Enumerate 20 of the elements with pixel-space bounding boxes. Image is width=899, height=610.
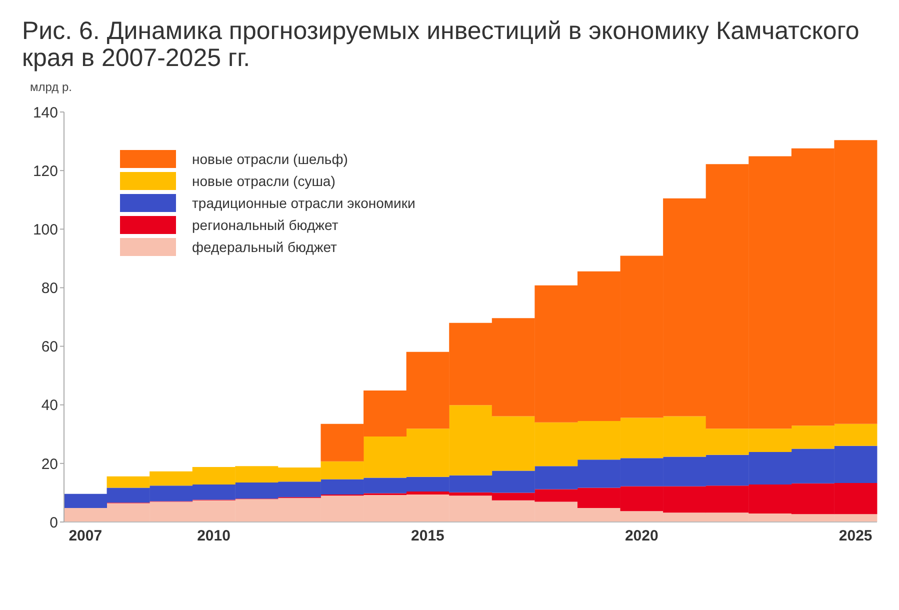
x-tick-label: 2010: [197, 528, 230, 545]
x-tick-label: 2025: [838, 528, 872, 545]
y-axis-title: млрд р.: [30, 80, 72, 94]
y-tick-label: 40: [41, 397, 58, 414]
legend-label: новые отрасли (шельф): [192, 151, 348, 167]
legend-label: новые отрасли (суша): [192, 173, 336, 189]
y-tick-label: 60: [41, 338, 58, 356]
y-tick-label: 0: [50, 514, 58, 532]
legend-label: федеральный бюджет: [192, 239, 337, 255]
legend-label: региональный бюджет: [192, 217, 338, 233]
x-tick-label: 2020: [624, 528, 658, 545]
chart-title: Рис. 6. Динамика прогнозируемых инвестиций в экономику Камчатского края в 2007-2025 гг.: [21, 16, 860, 72]
y-tick-label: 120: [32, 162, 58, 180]
x-tick-label: 2007: [68, 528, 102, 545]
y-tick-label: 20: [41, 456, 58, 473]
x-tick-label: 2015: [411, 528, 444, 545]
legend-label: традиционные отрасли экономики: [192, 195, 416, 211]
y-tick-label: 80: [41, 280, 58, 298]
y-tick-label: 140: [32, 104, 58, 122]
y-tick-label: 100: [32, 221, 58, 238]
